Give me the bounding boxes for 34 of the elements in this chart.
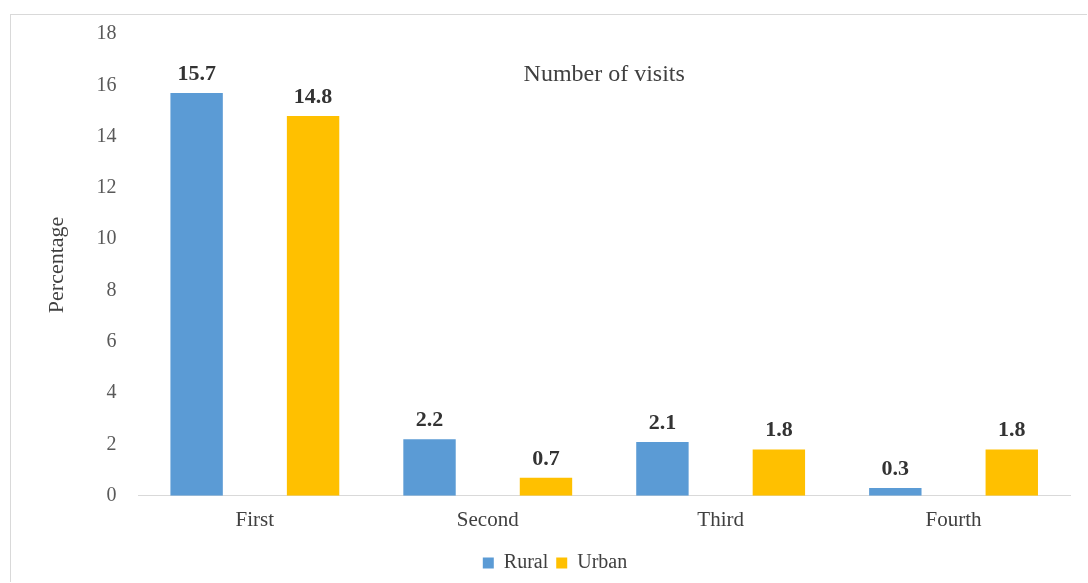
y-tick-label: 6	[106, 329, 117, 352]
y-tick-label: 12	[96, 175, 117, 198]
legend-label: Rural	[503, 550, 549, 573]
bar	[519, 477, 573, 496]
y-tick-label: 18	[96, 21, 117, 44]
x-tick-label: First	[235, 506, 275, 531]
y-tick-label: 4	[106, 380, 117, 403]
x-tick-label: Fourth	[925, 506, 983, 531]
data-label: 2.1	[648, 408, 677, 434]
data-label: 1.8	[765, 416, 793, 442]
bar	[403, 439, 456, 496]
x-tick-label: Second	[456, 506, 520, 531]
legend-label: Urban	[577, 550, 628, 573]
y-tick-label: 2	[106, 431, 117, 454]
data-label: 0.7	[532, 444, 560, 470]
data-label: 15.7	[177, 59, 216, 85]
bar	[286, 116, 340, 496]
bar	[869, 488, 922, 496]
y-axis-title: Percentage	[42, 216, 68, 314]
y-tick-label: 8	[106, 277, 117, 300]
y-tick-label: 10	[96, 226, 117, 249]
data-label: 0.3	[881, 454, 910, 480]
y-tick-label: 14	[96, 123, 117, 146]
data-label: 1.8	[998, 416, 1026, 442]
bar	[985, 449, 1038, 496]
bar	[752, 449, 806, 496]
x-tick-label: Third	[697, 506, 745, 531]
bar	[170, 93, 223, 496]
data-label: 14.8	[293, 82, 333, 108]
data-label: 2.2	[415, 406, 444, 432]
y-tick-label: 0	[106, 483, 117, 506]
y-tick-label: 16	[96, 72, 117, 95]
text: Number of visits	[523, 60, 685, 87]
bar	[636, 441, 689, 496]
